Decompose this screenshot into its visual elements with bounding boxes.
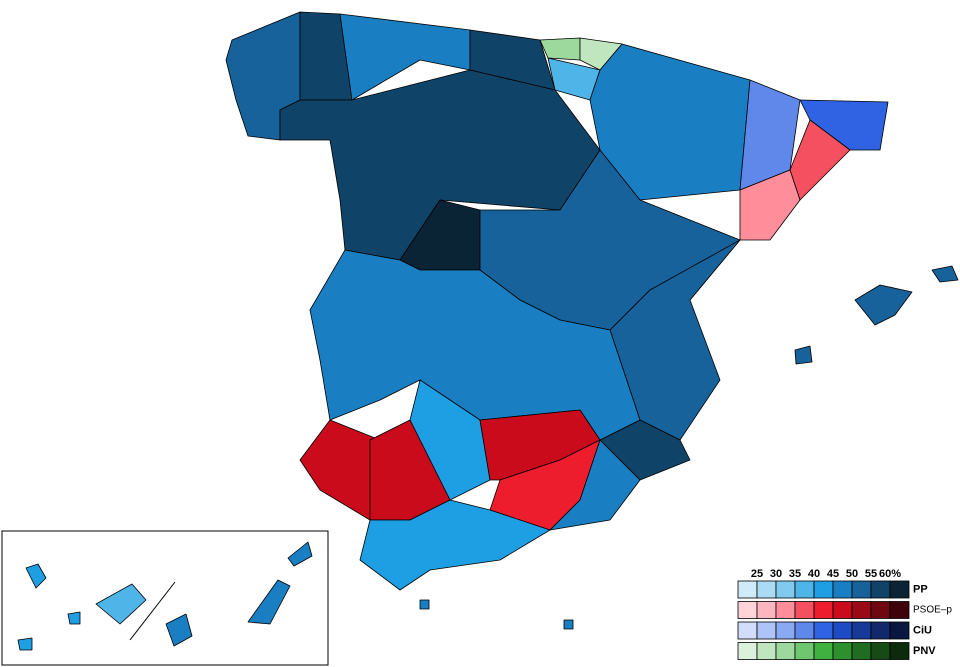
legend-tick: 60% [879,568,901,580]
legend-swatch [794,621,815,640]
legend-tick: 35 [789,568,801,580]
legend-swatch [813,580,834,599]
legend-swatch [832,621,853,640]
island [17,637,33,651]
legend-label: CiU [913,624,932,636]
island [419,599,430,610]
legend-swatch [889,601,910,619]
inset-divider [129,581,176,641]
province [539,37,581,61]
legend-swatch [737,642,758,660]
legend-swatch [813,642,834,660]
legend-swatch [775,580,796,599]
legend-swatch [813,601,834,619]
legend-swatch [851,601,872,619]
island [247,579,291,625]
island [563,619,574,630]
legend-label: PP [913,583,928,595]
legend-tick: 30 [770,568,782,580]
island [95,583,147,625]
peninsula [225,11,959,630]
canary-inset [1,530,329,666]
legend: 25 30 35 40 45 50 55 60% PP PSOE–p CiU PNV [737,568,952,660]
legend-swatch [775,601,796,619]
legend-swatch [794,642,815,660]
legend-swatch [870,601,891,619]
legend-swatch [889,621,910,640]
province [799,99,889,151]
legend-swatch [737,621,758,640]
province [739,169,801,241]
legend-swatch [832,580,853,599]
island [794,345,813,365]
island [67,611,81,625]
legend-swatch [794,580,815,599]
legend-swatch [756,580,777,599]
island [287,541,313,567]
legend-swatch [851,580,872,599]
legend-swatch [832,642,853,660]
legend-tick: 40 [808,568,820,580]
inset-frame [1,530,329,666]
legend-tick: 50 [846,568,858,580]
legend-swatch [889,580,910,599]
legend-tick: 25 [751,568,763,580]
legend-swatch [889,642,910,660]
island [25,563,47,589]
legend-swatch [870,580,891,599]
legend-swatch [851,642,872,660]
province [339,13,471,101]
legend-swatch [870,642,891,660]
legend-tick: 45 [827,568,839,580]
legend-swatch [832,601,853,619]
legend-label: PNV [913,645,936,657]
legend-swatch [756,642,777,660]
legend-label: PSOE–p [913,605,952,616]
legend-swatch [756,621,777,640]
legend-swatch [870,621,891,640]
legend-swatch [756,601,777,619]
legend-swatch [775,642,796,660]
legend-tick: 55 [865,568,877,580]
province [549,439,641,531]
legend-swatch [813,621,834,640]
legend-swatch [775,621,796,640]
island [931,265,959,283]
island [854,284,913,326]
province [299,419,381,521]
legend-swatch [737,601,758,619]
island [165,613,193,647]
legend-swatch [851,621,872,640]
legend-swatch [737,580,758,599]
province [359,499,551,591]
legend-swatch [794,601,815,619]
